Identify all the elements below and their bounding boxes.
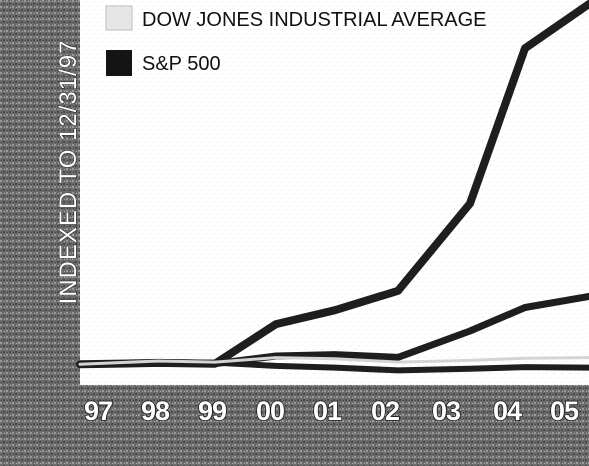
x-tick-label: 97: [84, 396, 112, 426]
plot-area: [80, 0, 589, 385]
x-tick-label: 98: [141, 396, 170, 426]
x-tick-label: 04: [493, 396, 522, 426]
legend-label-sp500: S&P 500: [142, 53, 221, 75]
series-layer: [76, 0, 589, 374]
x-tick-label: 05: [550, 396, 579, 426]
legend-swatch-dow: [105, 5, 133, 31]
x-tick-label: 99: [198, 396, 227, 426]
x-tick-label: 02: [371, 396, 399, 426]
legend: DOW JONES INDUSTRIAL AVERAGE S&P 500: [105, 5, 487, 76]
legend-label-dow: DOW JONES INDUSTRIAL AVERAGE: [142, 9, 487, 31]
x-axis: 97 98 99 00 01 02 03 04 05: [83, 395, 581, 427]
y-axis-label: INDEXED TO 12/31/97: [55, 40, 82, 305]
x-tick-label: 03: [432, 396, 461, 426]
series-line-dow: [78, 356, 589, 366]
x-tick-label: 01: [313, 396, 342, 426]
legend-swatch-sp500: [106, 50, 132, 76]
x-tick-label: 00: [256, 396, 284, 426]
